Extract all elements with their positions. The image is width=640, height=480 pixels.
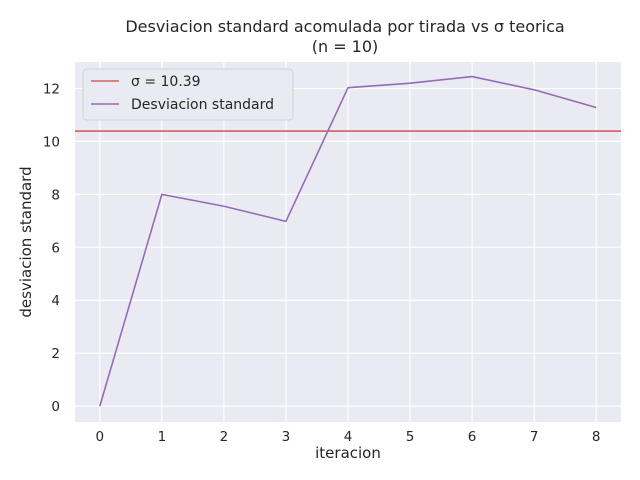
legend: σ = 10.39 Desviacion standard	[82, 68, 294, 121]
y-tick-10: 10	[43, 134, 60, 150]
x-tick-6: 6	[468, 429, 477, 445]
x-tick-7: 7	[530, 429, 539, 445]
x-tick-0: 0	[96, 429, 105, 445]
series-lines	[99, 75, 597, 407]
x-tick-1: 1	[158, 429, 167, 445]
x-tick-3: 3	[282, 429, 291, 445]
grid	[75, 62, 621, 422]
legend-label-series: Desviacion standard	[131, 97, 274, 113]
y-axis-label: desviacion standard	[17, 166, 35, 317]
x-tick-8: 8	[592, 429, 601, 445]
y-tick-8: 8	[51, 187, 60, 203]
y-tick-0: 0	[51, 399, 60, 415]
legend-box	[82, 68, 294, 121]
y-tick-2: 2	[51, 346, 60, 362]
y-tick-12: 12	[43, 81, 60, 97]
x-axis-label: iteracion	[315, 444, 381, 462]
x-tick-5: 5	[406, 429, 415, 445]
chart-title: Desviacion standard acomulada por tirada…	[125, 17, 564, 36]
y-tick-labels: 0 2 4 6 8 10 12	[43, 81, 60, 415]
legend-label-reference: σ = 10.39	[131, 74, 201, 90]
chart-subtitle: (n = 10)	[312, 37, 379, 56]
y-tick-4: 4	[51, 293, 60, 309]
series-line-0	[99, 75, 597, 407]
x-tick-labels: 0 1 2 3 4 5 6 7 8	[96, 429, 601, 445]
x-tick-2: 2	[220, 429, 229, 445]
y-tick-6: 6	[51, 240, 60, 256]
x-tick-4: 4	[344, 429, 353, 445]
